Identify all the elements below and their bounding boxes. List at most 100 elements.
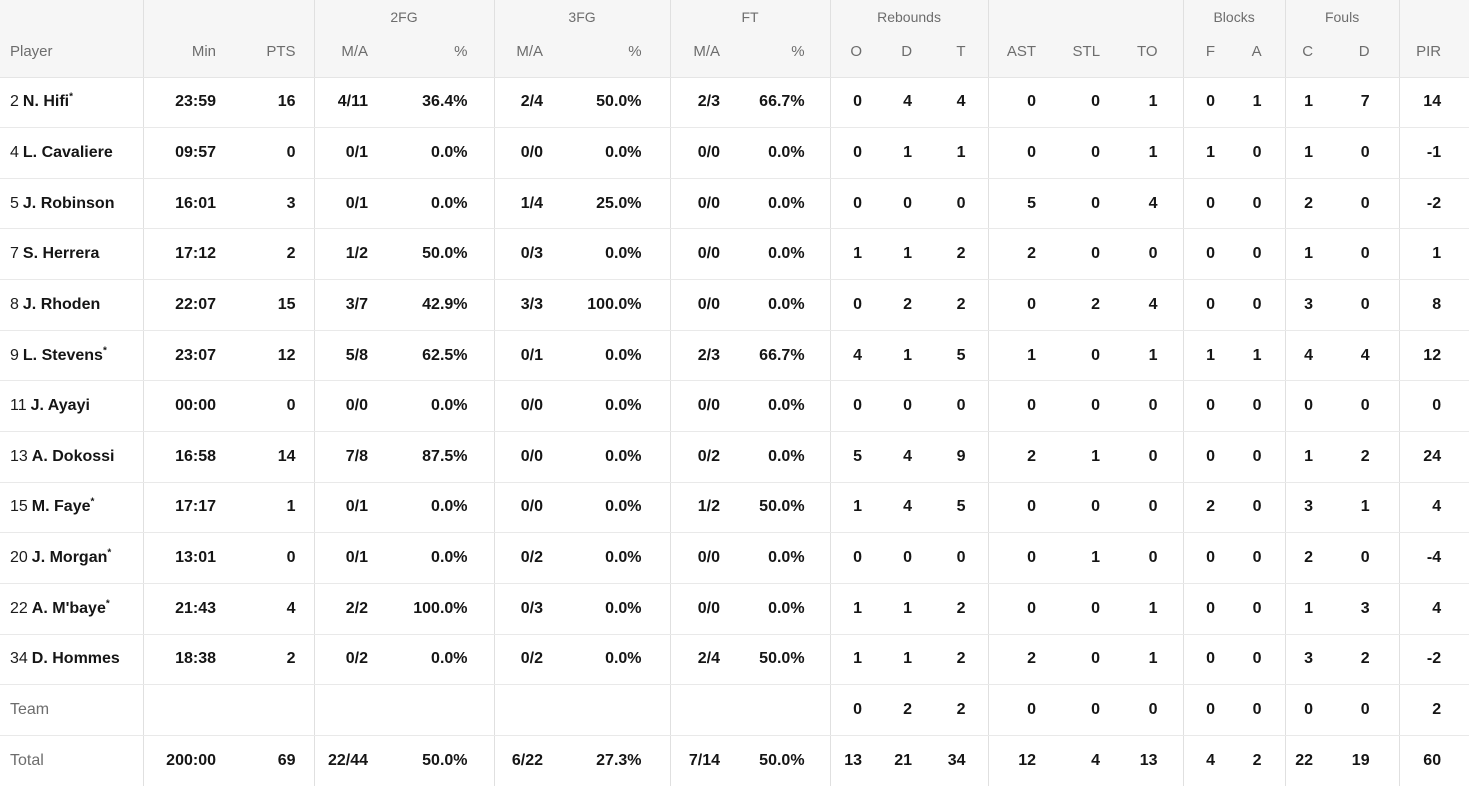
stat-blk-f: 0 (1182, 583, 1235, 635)
stat-blk-f: 1 (1182, 330, 1235, 382)
player-cell[interactable]: 4 L. Cavaliere (0, 127, 143, 179)
player-number: 13 (10, 447, 28, 465)
stat-reb-t: 2 (936, 634, 989, 686)
stat-2fg-ma: 22/44 (313, 735, 390, 786)
stat-foul-d: 3 (1342, 583, 1400, 635)
stat-2fg-ma: 1/2 (313, 228, 390, 281)
stat-3fg-pct: 25.0% (566, 178, 671, 230)
col-header-reb-t: T (936, 26, 989, 78)
player-cell[interactable]: 22 A. M'baye* (0, 583, 143, 635)
stat-reb-o: 1 (829, 482, 884, 534)
stat-ast: 0 (987, 684, 1054, 736)
stat-pir: 4 (1398, 583, 1469, 635)
stat-2fg-pct: 0.0% (390, 178, 495, 230)
player-cell[interactable]: 20 J. Morgan* (0, 532, 143, 584)
summary-row: Total 200:00 69 22/44 50.0% 6/22 27.3% 7/14 50.0… (0, 735, 1469, 786)
stat-3fg-pct: 0.0% (566, 482, 671, 534)
stat-foul-d: 4 (1342, 330, 1400, 382)
stat-min: 18:38 (142, 634, 230, 686)
stat-pir: 0 (1398, 380, 1469, 432)
player-name: M. Faye (31, 498, 91, 516)
stat-2fg-pct: 62.5% (390, 330, 495, 382)
stat-foul-c: 3 (1284, 482, 1343, 534)
stat-blk-a: 0 (1234, 380, 1286, 432)
stat-foul-d: 0 (1342, 178, 1400, 230)
stat-min: 00:00 (142, 380, 230, 432)
stat-stl: 0 (1053, 178, 1119, 230)
player-number: 11 (10, 397, 27, 415)
stat-3fg-pct: 0.0% (566, 532, 671, 584)
group-header-3fg: 3FG (493, 0, 671, 26)
stat-ft-ma: 0/0 (669, 532, 743, 584)
player-cell[interactable]: 11 J. Ayayi (0, 380, 143, 432)
stat-2fg-ma: 4/11 (313, 77, 390, 129)
stat-foul-c: 4 (1284, 330, 1343, 382)
stat-pir: -2 (1398, 178, 1469, 230)
stat-to: 1 (1118, 330, 1184, 382)
stat-ft-ma: 2/3 (669, 330, 743, 382)
stat-to: 1 (1118, 583, 1184, 635)
player-cell[interactable]: 34 D. Hommes (0, 634, 143, 686)
stat-ft-pct: 0.0% (742, 583, 831, 635)
player-cell[interactable]: 13 A. Dokossi (0, 431, 143, 483)
stat-3fg-ma (493, 684, 567, 736)
player-number: 4 (10, 143, 19, 161)
player-number: 7 (10, 245, 19, 263)
player-row: 15 M. Faye* 17:17 1 0/1 0.0% 0/0 0.0% 1/2 50.0% 1 4… (0, 482, 1469, 534)
stat-foul-c: 2 (1284, 532, 1343, 584)
stat-pir: 12 (1398, 330, 1469, 382)
stat-stl: 0 (1053, 330, 1119, 382)
stat-stl: 0 (1053, 684, 1119, 736)
stat-3fg-pct: 0.0% (566, 634, 671, 686)
stat-ft-pct: 0.0% (742, 380, 831, 432)
summary-label: Team (0, 684, 143, 736)
player-cell[interactable]: 9 L. Stevens* (0, 330, 143, 382)
stat-3fg-pct: 0.0% (566, 380, 671, 432)
stat-ft-pct: 0.0% (742, 431, 831, 483)
stat-blk-a: 0 (1234, 127, 1286, 179)
stat-stl: 1 (1053, 431, 1119, 483)
stat-foul-c: 1 (1284, 77, 1343, 129)
stat-pts (230, 684, 314, 736)
group-header-rebounds: Rebounds (829, 0, 989, 26)
stat-blk-f: 4 (1182, 735, 1235, 786)
player-cell[interactable]: 8 J. Rhoden (0, 279, 143, 331)
stat-ast: 1 (987, 330, 1054, 382)
stat-reb-o: 1 (829, 634, 884, 686)
stat-pir: 2 (1398, 684, 1469, 736)
stat-foul-d: 0 (1342, 532, 1400, 584)
stat-3fg-pct: 0.0% (566, 127, 671, 179)
player-number: 8 (10, 295, 19, 313)
player-cell[interactable]: 7 S. Herrera (0, 228, 143, 281)
stat-ft-pct (742, 684, 831, 736)
stat-ft-ma: 0/2 (669, 431, 743, 483)
stat-blk-a: 0 (1234, 279, 1286, 331)
stat-pir: 14 (1398, 77, 1469, 129)
stat-stl: 0 (1053, 380, 1119, 432)
player-cell[interactable]: 5 J. Robinson (0, 178, 143, 230)
stat-stl: 0 (1053, 77, 1119, 129)
stat-2fg-pct: 87.5% (390, 431, 495, 483)
table-header: 2FG 3FG FT Rebounds Blocks Fouls Player Min PTS… (0, 0, 1469, 78)
stat-foul-d: 19 (1342, 735, 1400, 786)
stat-pir: -1 (1398, 127, 1469, 179)
stat-pts: 2 (230, 228, 314, 281)
col-header-foul-c: C (1284, 26, 1343, 78)
stat-reb-o: 0 (829, 684, 884, 736)
stat-2fg-pct: 42.9% (390, 279, 495, 331)
stat-3fg-ma: 0/0 (493, 482, 567, 534)
stat-blk-a: 0 (1234, 178, 1286, 230)
stat-ft-pct: 0.0% (742, 279, 831, 331)
player-cell[interactable]: 15 M. Faye* (0, 482, 143, 534)
player-cell[interactable]: 2 N. Hifi* (0, 77, 143, 129)
stat-3fg-ma: 0/2 (493, 532, 567, 584)
col-header-ast: AST (987, 26, 1054, 78)
stat-2fg-ma: 3/7 (313, 279, 390, 331)
stat-pir: 4 (1398, 482, 1469, 534)
player-number: 15 (10, 498, 28, 516)
stat-min: 23:07 (142, 330, 230, 382)
stat-stl: 0 (1053, 634, 1119, 686)
stat-2fg-pct: 0.0% (390, 634, 495, 686)
player-row: 34 D. Hommes 18:38 2 0/2 0.0% 0/2 0.0% 2/4 50.0% 1… (0, 634, 1469, 686)
